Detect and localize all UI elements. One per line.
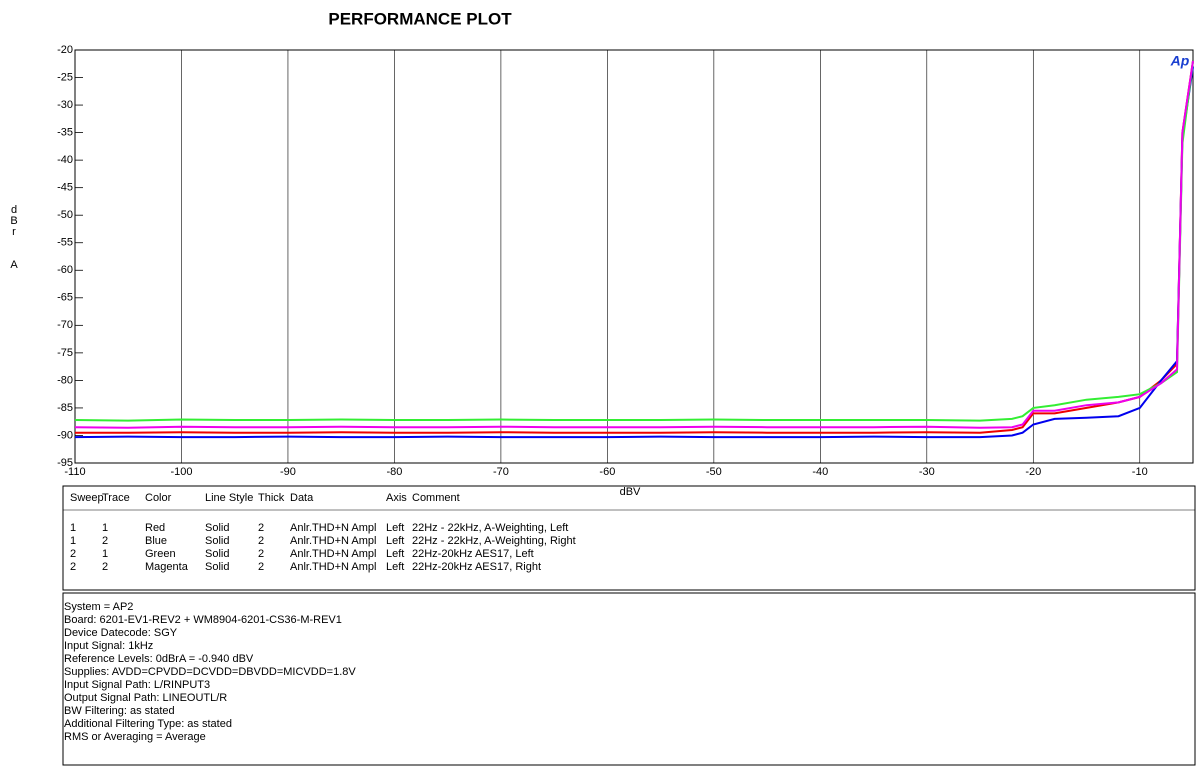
table-cell: 2 [102,561,108,573]
y-tick-label: -40 [57,154,73,166]
table-cell: Anlr.THD+N Ampl [290,522,377,534]
table-cell: 2 [258,561,264,573]
table-header: Trace [102,492,130,504]
y-tick-label: -20 [57,44,73,56]
y-tick-label: -75 [57,347,73,359]
table-cell: Left [386,548,404,560]
plot-frame [74,49,1194,464]
chart-title: PERFORMANCE PLOT [328,9,512,28]
table-cell: Anlr.THD+N Ampl [290,561,377,573]
x-tick-label: -30 [919,466,935,478]
table-cell: Solid [205,522,229,534]
note-line: BW Filtering: as stated [64,705,175,717]
note-line: Input Signal Path: L/RINPUT3 [64,679,210,691]
table-cell: 22Hz - 22kHz, A-Weighting, Left [412,522,568,534]
note-line: Supplies: AVDD=CPVDD=DCVDD=DBVDD=MICVDD=… [64,666,356,678]
series-line [74,60,1194,429]
note-line: Device Datecode: SGY [64,627,178,639]
x-tick-label: -20 [1025,466,1041,478]
note-line: System = AP2 [64,601,133,613]
table-cell: 1 [102,548,108,560]
table-header: Thick [258,492,285,504]
table-cell: Anlr.THD+N Ampl [290,548,377,560]
x-tick-label: -90 [280,466,296,478]
table-cell: Left [386,561,404,573]
table-header: Comment [412,492,460,504]
table-cell: 22Hz-20kHz AES17, Right [412,561,541,573]
x-tick-label: -40 [812,466,828,478]
y-tick-label: -80 [57,374,73,386]
y-tick-label: -65 [57,292,73,304]
table-header: Sweep [70,492,104,504]
table-cell: 1 [102,522,108,534]
table-cell: 1 [70,522,76,534]
table-header: Data [290,492,314,504]
y-tick-label: -95 [57,457,73,469]
notes-box [62,592,1196,766]
table-cell: Green [145,548,176,560]
table-cell: 2 [70,548,76,560]
y-tick-label: -50 [57,209,73,221]
table-cell: Solid [205,561,229,573]
note-line: Board: 6201-EV1-REV2 + WM8904-6201-CS36-… [64,614,342,626]
note-line: Input Signal: 1kHz [64,640,153,652]
table-cell: Left [386,522,404,534]
x-tick-label: -60 [599,466,615,478]
table-cell: 2 [102,535,108,547]
series-line [75,60,1194,434]
y-tick-label: -60 [57,264,73,276]
table-cell: 2 [258,522,264,534]
note-line: Output Signal Path: LINEOUTL/R [64,692,227,704]
y-tick-label: -55 [57,237,73,249]
table-cell: 22Hz - 22kHz, A-Weighting, Right [412,535,576,547]
table-cell: Red [145,522,165,534]
table-cell: 22Hz-20kHz AES17, Left [412,548,534,560]
table-cell: Anlr.THD+N Ampl [290,535,377,547]
table-cell: Solid [205,535,229,547]
legend-box [62,485,1196,591]
table-cell: 1 [70,535,76,547]
y-tick-label: -90 [57,429,73,441]
y-tick-label: -70 [57,319,73,331]
y-tick-label: -45 [57,182,73,194]
table-header: Axis [386,492,407,504]
table-cell: Left [386,535,404,547]
y-tick-label: -35 [57,127,73,139]
table-cell: 2 [70,561,76,573]
x-tick-label: -110 [64,466,85,478]
y-tick-label: -85 [57,402,73,414]
table-cell: Blue [145,535,167,547]
table-header: Color [145,492,172,504]
x-tick-label: -50 [706,466,722,478]
table-cell: 2 [258,535,264,547]
x-tick-label: -70 [493,466,509,478]
table-cell: Magenta [145,561,189,573]
y-tick-label: -25 [57,71,73,83]
note-line: Reference Levels: 0dBrA = -0.940 dBV [64,653,254,665]
logo: Ap [1170,53,1190,69]
series-line [74,66,1194,439]
table-cell: 2 [258,548,264,560]
note-line: RMS or Averaging = Average [64,731,206,743]
series-line [74,60,1194,422]
table-header: Line Style [205,492,253,504]
x-tick-label: -10 [1132,466,1148,478]
note-line: Additional Filtering Type: as stated [64,718,232,730]
x-tick-label: -100 [170,466,192,478]
table-cell: Solid [205,548,229,560]
x-axis-label: dBV [620,486,641,498]
x-tick-label: -80 [386,466,402,478]
y-tick-label: -30 [57,99,73,111]
